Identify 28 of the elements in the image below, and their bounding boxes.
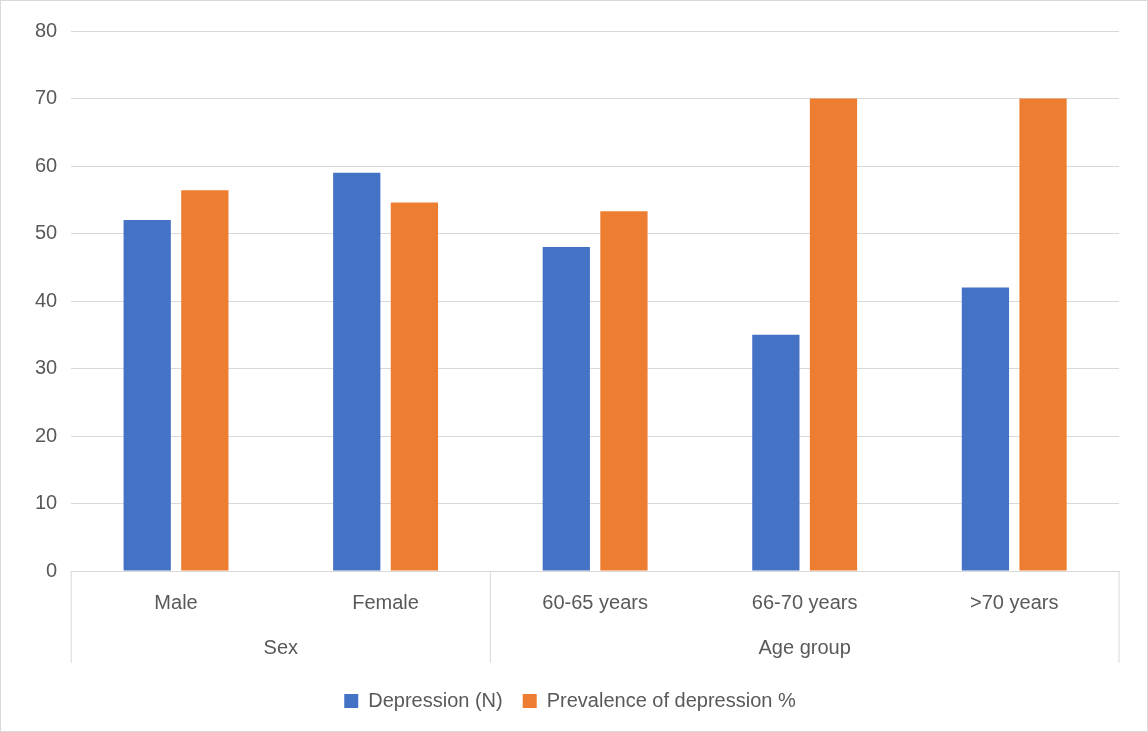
- bar: [1019, 98, 1067, 571]
- y-tick-label: 60: [35, 153, 58, 176]
- bar: [123, 220, 171, 571]
- bar: [542, 247, 590, 571]
- text: Age group: [758, 635, 851, 658]
- y-tick-label: 10: [35, 491, 58, 514]
- y-tick-label: 30: [35, 356, 58, 379]
- bar: [961, 287, 1010, 571]
- x-tick-label: 66-70 years: [751, 590, 858, 613]
- x-tick-label: 60-65 years: [542, 590, 648, 613]
- y-tick-label: 40: [35, 288, 58, 311]
- x-tick-label: >70 years: [970, 590, 1059, 613]
- legend-label: Depression (N): [368, 688, 503, 711]
- bar: [752, 334, 800, 571]
- bar: [809, 98, 858, 571]
- text: Sex: [263, 635, 299, 658]
- y-tick-label: 70: [35, 86, 58, 109]
- x-tick-label: Male: [154, 590, 198, 613]
- bar: [390, 202, 439, 571]
- bar: [600, 211, 648, 571]
- legend-label: Prevalence of depression %: [546, 688, 796, 711]
- bar: [181, 190, 229, 571]
- y-tick-label: 20: [35, 423, 58, 446]
- y-tick-label: 50: [35, 221, 58, 244]
- x-tick-label: Female: [352, 590, 419, 613]
- y-tick-label: 0: [46, 558, 58, 581]
- y-tick-label: 80: [35, 18, 58, 41]
- bar: [333, 172, 381, 571]
